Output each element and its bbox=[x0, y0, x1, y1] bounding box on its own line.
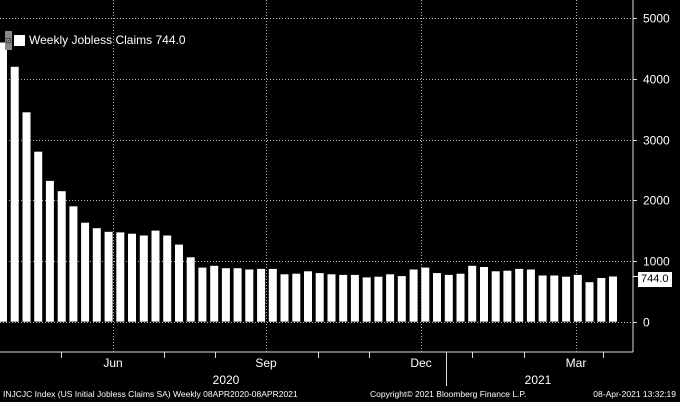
x-tick-label: Dec bbox=[410, 356, 431, 370]
bar bbox=[468, 265, 477, 322]
bar bbox=[210, 265, 219, 322]
bar bbox=[257, 268, 266, 322]
y-tick-label: 1000 bbox=[643, 255, 670, 269]
last-value-tag: 744.0 bbox=[638, 272, 672, 287]
legend: ⊡ Weekly Jobless Claims 744.0 bbox=[5, 29, 186, 51]
footer-timestamp: 08-Apr-2021 13:32:19 bbox=[593, 389, 676, 399]
bar bbox=[609, 276, 617, 322]
bar bbox=[362, 277, 371, 322]
bar bbox=[221, 268, 230, 322]
bar bbox=[515, 268, 524, 322]
bar bbox=[151, 230, 160, 322]
y-tick-label: 4000 bbox=[643, 73, 670, 87]
bar bbox=[550, 275, 559, 322]
bar bbox=[22, 112, 31, 322]
y-tick-label: 3000 bbox=[643, 134, 670, 148]
bar bbox=[409, 269, 418, 322]
bar bbox=[139, 235, 148, 322]
x-tick-label: Jun bbox=[103, 356, 122, 370]
bar bbox=[34, 151, 43, 322]
bar bbox=[480, 267, 488, 322]
year-label: 2020 bbox=[213, 373, 240, 387]
y-tick-label: 2000 bbox=[643, 194, 670, 208]
bar bbox=[397, 276, 406, 322]
bar bbox=[339, 274, 348, 322]
bar bbox=[175, 244, 183, 322]
bar bbox=[456, 273, 465, 322]
x-tick-label: Mar bbox=[566, 356, 587, 370]
bar bbox=[268, 268, 277, 322]
bar bbox=[0, 42, 7, 322]
footer-bar: INJCJC Index (US Initial Jobless Claims … bbox=[0, 386, 680, 402]
y-tick-label: 5000 bbox=[643, 12, 670, 26]
bar bbox=[245, 269, 254, 322]
footer-copyright: Copyright© 2021 Bloomberg Finance L.P. bbox=[370, 389, 527, 399]
bar bbox=[421, 267, 430, 322]
bar bbox=[503, 270, 512, 322]
bar bbox=[433, 273, 441, 322]
legend-grip-icon[interactable]: ⊡ bbox=[5, 30, 12, 50]
footer-ticker-info: INJCJC Index (US Initial Jobless Claims … bbox=[3, 389, 298, 399]
bar bbox=[163, 235, 172, 322]
bar bbox=[304, 271, 312, 322]
bar bbox=[573, 274, 582, 322]
bar bbox=[186, 257, 195, 322]
bar bbox=[116, 232, 125, 322]
bar bbox=[10, 66, 19, 322]
bar bbox=[315, 273, 324, 322]
year-label: 2021 bbox=[525, 373, 552, 387]
bar bbox=[280, 274, 289, 322]
bar bbox=[386, 274, 395, 322]
bar bbox=[45, 180, 54, 322]
bar bbox=[69, 206, 78, 322]
bar bbox=[374, 276, 383, 322]
legend-label: Weekly Jobless Claims 744.0 bbox=[29, 33, 186, 47]
bar bbox=[562, 276, 571, 322]
bar bbox=[327, 274, 336, 322]
x-tick-label: Sep bbox=[255, 356, 277, 370]
y-tick-label: 0 bbox=[643, 316, 650, 330]
bar bbox=[538, 275, 547, 322]
bar bbox=[81, 222, 90, 322]
bar bbox=[92, 228, 101, 322]
bar bbox=[128, 233, 136, 322]
bar bbox=[198, 267, 207, 322]
bar bbox=[233, 268, 242, 322]
bar bbox=[104, 231, 113, 322]
bar bbox=[597, 278, 606, 322]
bar bbox=[526, 269, 535, 322]
bar bbox=[57, 191, 66, 322]
legend-swatch-icon bbox=[14, 34, 25, 46]
bar bbox=[350, 274, 359, 322]
bar bbox=[444, 274, 453, 322]
bar bbox=[585, 282, 594, 322]
bar bbox=[292, 273, 301, 322]
bar bbox=[491, 271, 500, 322]
